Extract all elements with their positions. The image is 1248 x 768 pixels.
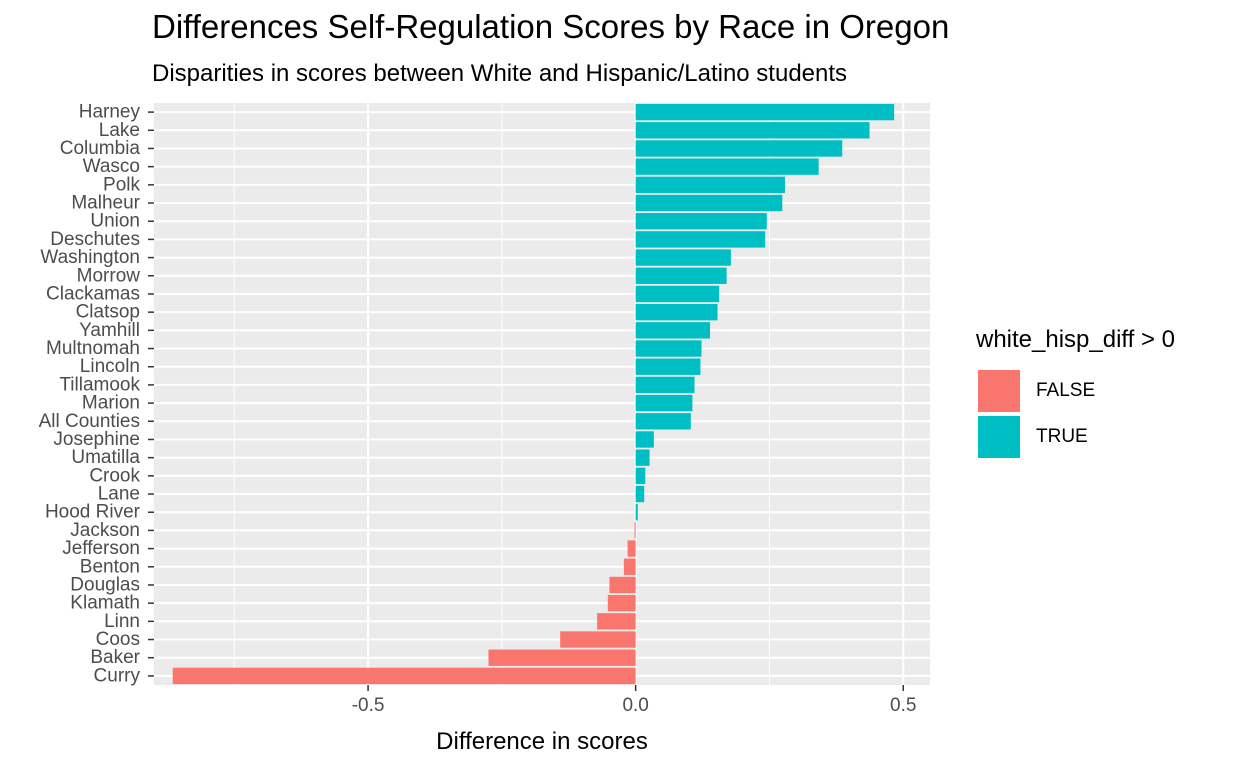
y-tick-label: Lane: [98, 484, 140, 505]
bar-lane: [635, 485, 645, 503]
bar-lincoln: [635, 358, 701, 375]
y-tick-label: Polk: [103, 174, 140, 195]
bar-yamhill: [635, 322, 711, 339]
y-tick-label: Jefferson: [62, 538, 140, 559]
bar-klamath: [607, 594, 636, 612]
y-tick-label: Klamath: [70, 593, 140, 614]
y-tick-label: Tillamook: [59, 374, 140, 395]
bar-tillamook: [635, 376, 695, 394]
y-tick-label: Linn: [104, 611, 140, 632]
bar-marion: [635, 394, 693, 412]
bar-union: [635, 213, 767, 230]
legend-swatch-false: [978, 370, 1020, 412]
y-tick-label: Jackson: [70, 520, 140, 541]
bar-columbia: [635, 140, 843, 157]
bar-curry: [172, 667, 636, 685]
y-tick-label: Clatsop: [76, 302, 140, 323]
bar-coos: [560, 631, 636, 648]
y-tick-label: Lincoln: [80, 356, 140, 377]
bar-morrow: [635, 267, 727, 284]
y-tick-label: Baker: [90, 647, 140, 668]
y-tick-label: Wasco: [83, 156, 140, 177]
legend: white_hisp_diff > 0 FALSE TRUE: [976, 326, 1175, 460]
y-tick-label: Union: [90, 211, 140, 232]
bar-wasco: [635, 158, 819, 175]
bar-hood-river: [635, 504, 638, 521]
y-tick-label: Benton: [80, 556, 140, 577]
legend-label-true: TRUE: [1036, 426, 1088, 447]
y-tick-label: Clackamas: [46, 283, 140, 304]
bar-benton: [623, 558, 636, 575]
legend-title: white_hisp_diff > 0: [976, 326, 1176, 353]
bar-multnomah: [635, 340, 702, 357]
bar-washington: [635, 249, 731, 266]
y-tick-label: Umatilla: [71, 447, 140, 468]
bar-lake: [635, 122, 870, 139]
bar-linn: [597, 613, 636, 630]
y-tick-label: Washington: [40, 247, 140, 268]
x-axis: -0.5 0.0 0.5: [352, 685, 916, 716]
y-tick-label: Coos: [96, 629, 140, 650]
x-tick-label: -0.5: [352, 695, 385, 716]
y-tick-label: Harney: [79, 102, 141, 123]
bar-crook: [635, 467, 646, 485]
y-tick-label: Malheur: [71, 193, 140, 214]
legend-item-true: TRUE: [976, 414, 1175, 460]
x-tick-label: 0.0: [622, 695, 648, 716]
y-tick-label: Hood River: [45, 502, 141, 523]
y-tick-label: Columbia: [60, 138, 141, 159]
y-tick-label: Josephine: [53, 429, 140, 450]
y-tick-label: Curry: [94, 665, 141, 686]
y-axis: HarneyLakeColumbiaWascoPolkMalheurUnionD…: [39, 102, 154, 686]
y-tick-label: Crook: [89, 465, 140, 486]
bar-clatsop: [635, 303, 718, 321]
y-tick-label: Yamhill: [79, 320, 140, 341]
chart-title: Differences Self-Regulation Scores by Ra…: [152, 8, 950, 45]
chart-subtitle: Disparities in scores between White and …: [152, 60, 848, 87]
x-tick-label: 0.5: [890, 695, 916, 716]
y-tick-label: Deschutes: [50, 229, 140, 250]
legend-label-false: FALSE: [1036, 380, 1096, 401]
plot-panel: [154, 103, 930, 685]
bar-jefferson: [627, 540, 636, 557]
bar-malheur: [635, 194, 783, 212]
bar-harney: [635, 103, 895, 121]
bar-douglas: [609, 576, 636, 594]
bar-jackson: [634, 522, 636, 539]
legend-swatch-true: [978, 416, 1020, 458]
y-tick-label: All Counties: [39, 411, 140, 432]
y-tick-label: Douglas: [70, 574, 140, 595]
bar-deschutes: [635, 231, 766, 248]
y-tick-label: Morrow: [77, 265, 141, 286]
legend-item-false: FALSE: [976, 368, 1175, 414]
x-axis-label: Difference in scores: [436, 728, 648, 755]
bar-polk: [635, 176, 785, 194]
bar-all-counties: [635, 413, 691, 430]
y-tick-label: Multnomah: [46, 338, 140, 359]
bar-baker: [488, 649, 636, 666]
y-tick-label: Marion: [82, 393, 140, 414]
bar-umatilla: [635, 449, 650, 466]
y-tick-label: Lake: [99, 120, 140, 141]
bars: [172, 103, 895, 685]
bar-clackamas: [635, 285, 720, 303]
bar-josephine: [635, 431, 654, 448]
